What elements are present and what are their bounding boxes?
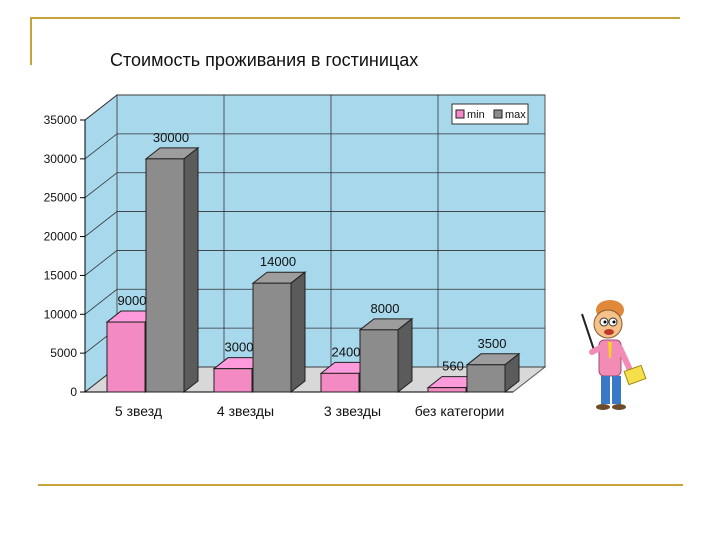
gridline	[84, 288, 545, 315]
legend-label: min	[467, 109, 485, 121]
teacher-with-pointer-icon	[572, 292, 662, 432]
chart-title: Стоимость проживания в гостиницах	[110, 50, 418, 70]
y-tick-label: 10000	[44, 307, 78, 321]
data-label: 8000	[371, 301, 400, 316]
legend-swatch	[455, 109, 465, 119]
y-tick-label: 5000	[50, 346, 77, 360]
gridline	[84, 94, 545, 121]
bar-max	[252, 282, 292, 393]
y-tick-label: 0	[70, 385, 77, 399]
legend-box	[451, 103, 529, 125]
bar-max	[466, 364, 506, 393]
bottom-decorative-line	[38, 484, 683, 486]
bar-max	[359, 329, 399, 393]
data-label: 560	[442, 359, 464, 374]
x-category-label: 4 звезды	[217, 403, 274, 419]
top-decorative-line	[30, 17, 680, 19]
data-label: 3000	[225, 340, 254, 355]
data-label: 30000	[153, 130, 189, 145]
data-label: 14000	[260, 254, 296, 269]
bar-max	[145, 158, 185, 393]
bar-min	[427, 387, 467, 393]
y-tick-label: 20000	[44, 230, 78, 244]
bar-max-side	[290, 271, 306, 394]
x-category-label: 5 звезд	[115, 403, 162, 419]
data-label: 9000	[118, 293, 147, 308]
y-tick-label: 30000	[44, 152, 78, 166]
left-decorative-line	[30, 17, 32, 65]
bar-min	[320, 372, 360, 393]
y-tick-label: 35000	[44, 113, 78, 127]
gridline	[84, 250, 545, 276]
y-tick-label: 25000	[44, 191, 78, 205]
bar-min	[213, 368, 253, 393]
bar-max-side	[183, 146, 199, 394]
x-category-label: без категории	[415, 403, 505, 419]
y-tick-label: 15000	[44, 268, 78, 282]
data-label: 3500	[478, 336, 507, 351]
gridline	[84, 211, 545, 237]
gridline	[84, 133, 545, 160]
bar-max-side	[397, 317, 413, 394]
legend-swatch	[493, 109, 503, 119]
gridline	[84, 172, 545, 199]
x-category-label: 3 звезды	[324, 403, 381, 419]
legend-label: max	[505, 109, 526, 121]
data-label: 2400	[332, 344, 361, 359]
bar-min	[106, 321, 146, 393]
